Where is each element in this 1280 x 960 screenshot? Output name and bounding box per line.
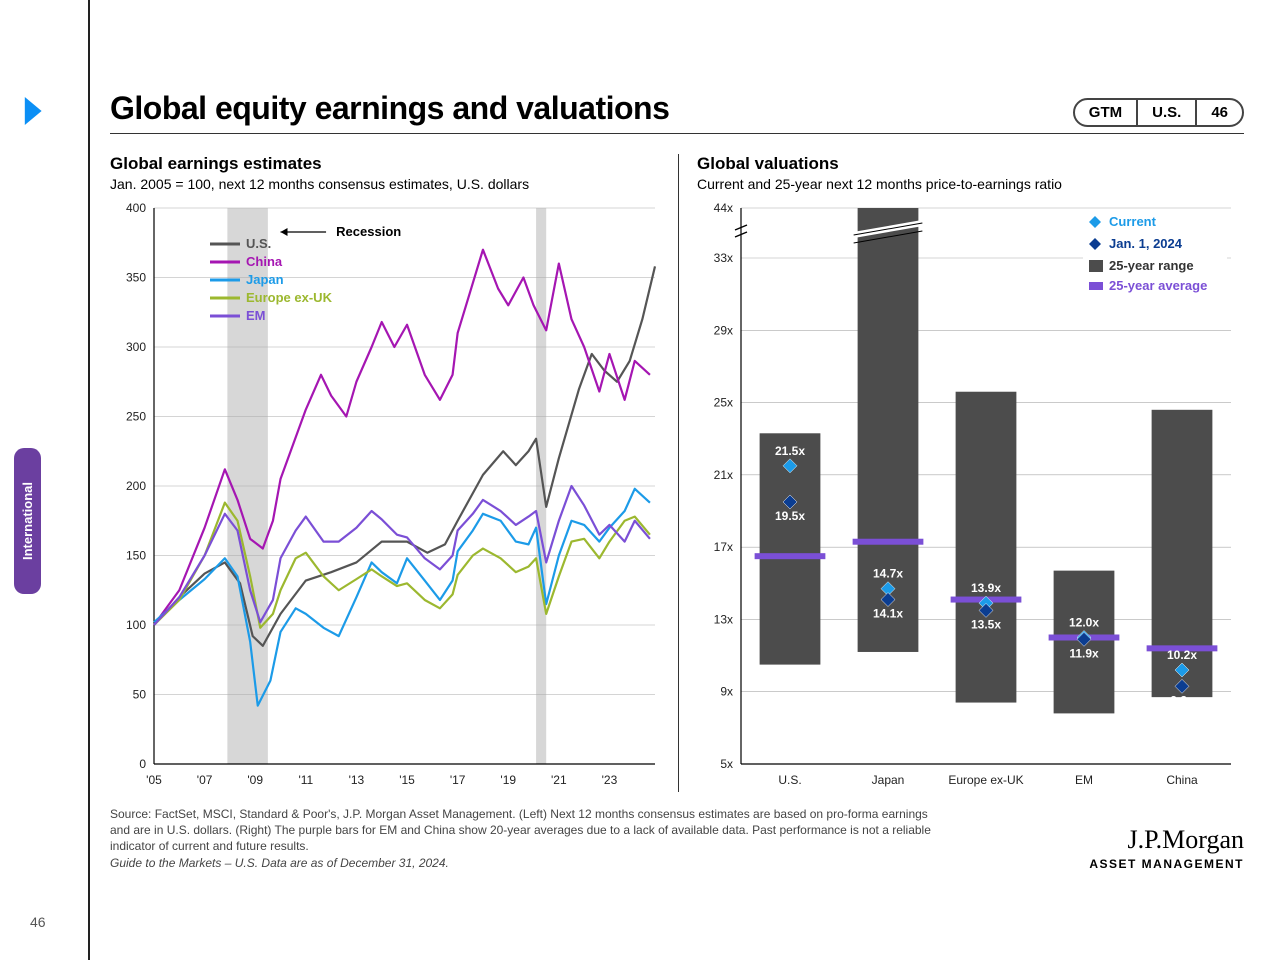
svg-text:350: 350 — [126, 271, 146, 285]
svg-text:'13: '13 — [349, 773, 365, 787]
svg-text:'07: '07 — [197, 773, 213, 787]
valuations-chart: 5x 9x 13x 17x 21x 25x 29x 33x 44x 21.5x 19.5x U.S. 1… — [697, 192, 1237, 792]
svg-text:'09: '09 — [247, 773, 263, 787]
pill-gtm: GTM — [1075, 100, 1136, 125]
svg-text:Current: Current — [1109, 214, 1157, 229]
svg-text:China: China — [246, 254, 283, 269]
svg-text:Europe ex-UK: Europe ex-UK — [948, 773, 1023, 787]
svg-text:13.9x: 13.9x — [971, 581, 1001, 595]
svg-text:300: 300 — [126, 340, 146, 354]
svg-text:U.S.: U.S. — [778, 773, 801, 787]
svg-text:400: 400 — [126, 201, 146, 215]
svg-text:50: 50 — [133, 688, 147, 702]
svg-text:Jan. 1, 2024: Jan. 1, 2024 — [1109, 236, 1183, 251]
pill-region: U.S. — [1136, 100, 1195, 125]
svg-text:14.7x: 14.7x — [873, 567, 903, 581]
svg-text:33x: 33x — [714, 251, 733, 265]
page-number: 46 — [30, 914, 46, 930]
svg-text:44x: 44x — [714, 201, 733, 215]
svg-text:11.9x: 11.9x — [1069, 646, 1099, 660]
svg-text:200: 200 — [126, 479, 146, 493]
svg-text:'05: '05 — [146, 773, 162, 787]
svg-text:'15: '15 — [399, 773, 415, 787]
svg-text:250: 250 — [126, 410, 146, 424]
vertical-rule — [88, 0, 90, 960]
svg-text:100: 100 — [126, 618, 146, 632]
svg-text:9x: 9x — [720, 685, 733, 699]
svg-text:'23: '23 — [602, 773, 618, 787]
svg-text:5x: 5x — [720, 757, 733, 771]
svg-text:'17: '17 — [450, 773, 466, 787]
svg-text:25x: 25x — [714, 396, 733, 410]
right-subtitle: Current and 25-year next 12 months price… — [697, 176, 1238, 192]
footnote: Source: FactSet, MSCI, Standard & Poor's… — [110, 806, 940, 871]
brand-logo: J.P.Morgan ASSET MANAGEMENT — [1089, 825, 1244, 871]
svg-text:Recession: Recession — [336, 224, 401, 239]
svg-text:17x: 17x — [714, 540, 733, 554]
chevron-icon — [22, 94, 50, 128]
svg-text:'11: '11 — [298, 773, 313, 787]
svg-text:19.5x: 19.5x — [775, 509, 805, 523]
svg-text:'19: '19 — [500, 773, 516, 787]
earnings-chart: 0 50 100 150 200 250 300 350 400 '05 '07 '09 '11 '13 '… — [110, 192, 665, 792]
svg-text:EM: EM — [1075, 773, 1093, 787]
page-title: Global equity earnings and valuations — [110, 90, 669, 127]
svg-text:21.5x: 21.5x — [775, 444, 805, 458]
svg-text:29x: 29x — [714, 323, 733, 337]
svg-text:10.2x: 10.2x — [1167, 648, 1197, 662]
svg-text:Japan: Japan — [246, 272, 284, 287]
svg-text:21x: 21x — [714, 468, 733, 482]
svg-text:U.S.: U.S. — [246, 236, 271, 251]
left-subtitle: Jan. 2005 = 100, next 12 months consensu… — [110, 176, 670, 192]
svg-text:0: 0 — [139, 757, 146, 771]
svg-text:9.3x: 9.3x — [1170, 693, 1194, 707]
svg-text:China: China — [1166, 773, 1198, 787]
svg-text:25-year average: 25-year average — [1109, 278, 1207, 293]
svg-text:14.1x: 14.1x — [873, 607, 903, 621]
svg-text:EM: EM — [246, 308, 266, 323]
left-title: Global earnings estimates — [110, 154, 670, 174]
right-title: Global valuations — [697, 154, 1238, 174]
section-tab: International — [14, 448, 41, 594]
page-pills: GTM U.S. 46 — [1073, 98, 1244, 127]
svg-text:Japan: Japan — [872, 773, 905, 787]
svg-text:13x: 13x — [714, 612, 733, 626]
pill-page: 46 — [1195, 100, 1242, 125]
svg-text:150: 150 — [126, 549, 146, 563]
svg-text:Europe ex-UK: Europe ex-UK — [246, 290, 333, 305]
svg-text:13.5x: 13.5x — [971, 617, 1001, 631]
svg-text:12.0x: 12.0x — [1069, 616, 1099, 630]
svg-text:'21: '21 — [551, 773, 567, 787]
svg-text:25-year range: 25-year range — [1109, 258, 1194, 273]
